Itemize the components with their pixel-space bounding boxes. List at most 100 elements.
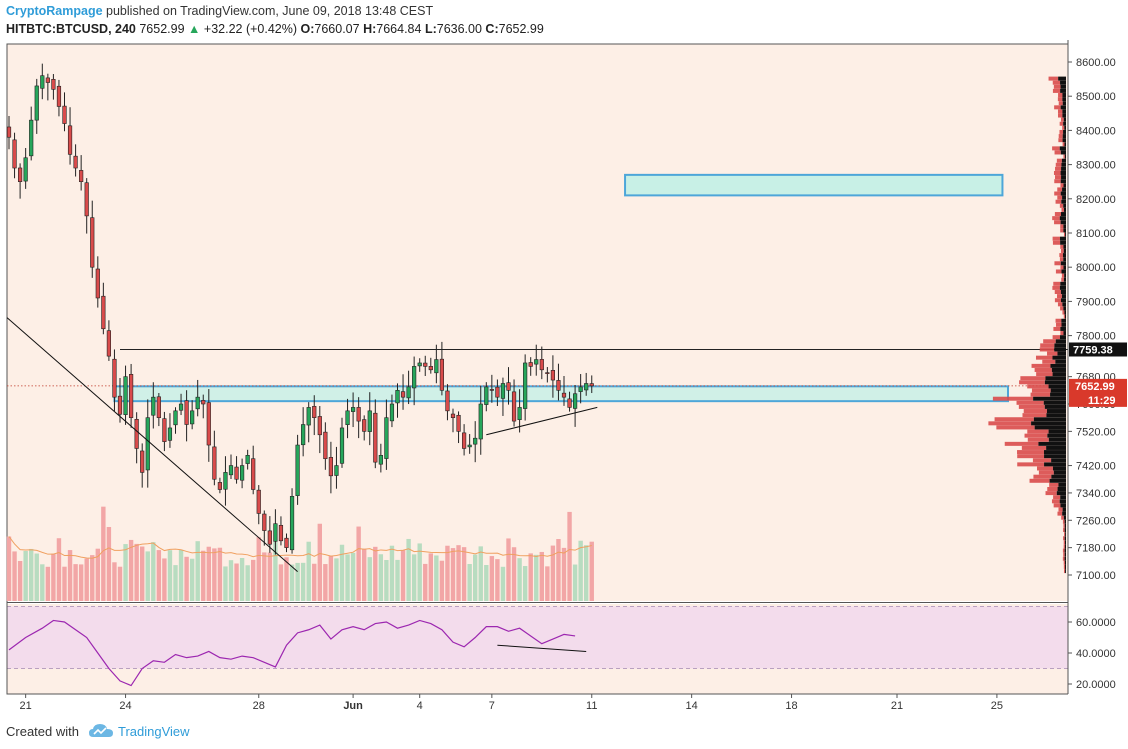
- candle[interactable]: [345, 398, 350, 439]
- rising-support-line[interactable]: [486, 406, 598, 436]
- candle[interactable]: [101, 282, 106, 335]
- candle[interactable]: [117, 378, 123, 423]
- candle[interactable]: [173, 407, 178, 434]
- candle[interactable]: [389, 394, 395, 428]
- candle[interactable]: [278, 516, 284, 546]
- candle[interactable]: [306, 402, 311, 443]
- candle[interactable]: [23, 148, 28, 189]
- candle[interactable]: [40, 63, 45, 100]
- candle[interactable]: [467, 434, 472, 454]
- candle[interactable]: [439, 341, 445, 396]
- candle[interactable]: [62, 92, 67, 132]
- candle[interactable]: [400, 374, 406, 410]
- candle[interactable]: [51, 74, 56, 100]
- candle[interactable]: [6, 116, 12, 150]
- candle[interactable]: [445, 384, 450, 421]
- candle[interactable]: [367, 392, 372, 446]
- candle[interactable]: [234, 456, 239, 484]
- candle[interactable]: [184, 390, 189, 442]
- candle[interactable]: [123, 365, 128, 425]
- candle[interactable]: [106, 320, 111, 361]
- candle[interactable]: [534, 344, 539, 376]
- candle[interactable]: [12, 132, 17, 179]
- price-chart[interactable]: 8600.00 8500.00 8400.00 8300.00 8200.00 8100.…: [0, 40, 1128, 713]
- candle[interactable]: [406, 370, 411, 405]
- rsi-line[interactable]: [8, 619, 576, 687]
- candle[interactable]: [262, 510, 267, 546]
- candle[interactable]: [423, 355, 428, 376]
- candle[interactable]: [156, 392, 161, 427]
- candle[interactable]: [245, 449, 250, 470]
- candle[interactable]: [495, 379, 500, 407]
- candle[interactable]: [567, 391, 572, 412]
- candle[interactable]: [223, 456, 228, 506]
- candle[interactable]: [312, 395, 317, 436]
- candle[interactable]: [167, 413, 173, 448]
- candle[interactable]: [528, 357, 533, 376]
- candle[interactable]: [362, 415, 367, 441]
- candle[interactable]: [84, 178, 89, 234]
- candle[interactable]: [284, 533, 289, 553]
- candle[interactable]: [162, 411, 167, 452]
- candle[interactable]: [478, 386, 483, 455]
- candle[interactable]: [201, 394, 206, 419]
- candle[interactable]: [151, 382, 156, 429]
- candle[interactable]: [112, 349, 117, 412]
- candle[interactable]: [212, 430, 217, 486]
- candle[interactable]: [517, 389, 522, 433]
- candle[interactable]: [45, 73, 50, 101]
- candle[interactable]: [34, 78, 39, 134]
- candle[interactable]: [339, 417, 345, 468]
- candle[interactable]: [90, 200, 95, 278]
- candle[interactable]: [328, 441, 334, 494]
- candle[interactable]: [395, 383, 400, 418]
- candle[interactable]: [434, 344, 439, 384]
- candle[interactable]: [140, 443, 145, 488]
- target-zone[interactable]: [624, 173, 1004, 197]
- candle[interactable]: [373, 399, 378, 469]
- candle[interactable]: [417, 358, 422, 372]
- candle[interactable]: [473, 421, 478, 463]
- candle[interactable]: [145, 399, 150, 488]
- candle[interactable]: [317, 405, 322, 454]
- candle[interactable]: [289, 488, 295, 554]
- candle[interactable]: [412, 356, 417, 406]
- candle[interactable]: [251, 445, 256, 495]
- candle[interactable]: [561, 376, 567, 406]
- candle[interactable]: [129, 363, 134, 428]
- candle[interactable]: [323, 422, 328, 470]
- candle[interactable]: [489, 374, 494, 403]
- candle[interactable]: [178, 393, 184, 416]
- candle[interactable]: [79, 155, 84, 191]
- candle[interactable]: [450, 408, 456, 433]
- candle[interactable]: [95, 256, 100, 308]
- candle[interactable]: [556, 363, 561, 401]
- candle[interactable]: [511, 379, 517, 427]
- candle[interactable]: [206, 389, 211, 462]
- candle[interactable]: [589, 375, 594, 394]
- candle[interactable]: [572, 384, 578, 427]
- candle[interactable]: [73, 144, 78, 177]
- candle[interactable]: [461, 424, 467, 456]
- candle[interactable]: [545, 367, 550, 383]
- candle[interactable]: [295, 434, 300, 505]
- candle[interactable]: [56, 79, 62, 117]
- candle[interactable]: [484, 382, 489, 412]
- candle[interactable]: [428, 357, 433, 374]
- rsi-divergence-line[interactable]: [497, 644, 587, 652]
- candle[interactable]: [190, 400, 195, 430]
- descending-trendline[interactable]: [6, 317, 298, 572]
- author-link[interactable]: CryptoRampage: [6, 4, 103, 18]
- candle[interactable]: [256, 485, 261, 525]
- support-zone[interactable]: [113, 385, 1009, 403]
- candle[interactable]: [350, 392, 356, 428]
- candle[interactable]: [29, 106, 34, 161]
- candle[interactable]: [456, 411, 461, 444]
- candle[interactable]: [578, 374, 583, 404]
- candle[interactable]: [550, 355, 555, 398]
- candle[interactable]: [500, 377, 506, 416]
- candle[interactable]: [378, 443, 383, 473]
- candle[interactable]: [334, 446, 339, 489]
- tradingview-brand-link[interactable]: TradingView: [118, 724, 190, 739]
- candle[interactable]: [217, 477, 223, 494]
